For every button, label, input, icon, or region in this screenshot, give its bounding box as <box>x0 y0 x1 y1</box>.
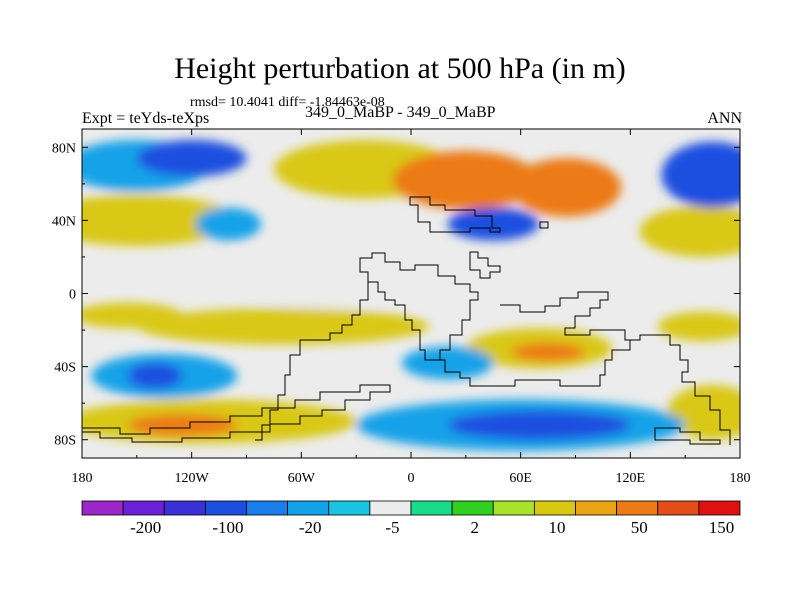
plot-area <box>82 129 740 458</box>
x-tick-label: 0 <box>408 471 415 486</box>
coastline <box>82 196 731 445</box>
field-region <box>127 362 183 389</box>
colorbar-box <box>575 500 618 516</box>
x-axis: 180 120W 60W 0 60E 120E 180 <box>72 129 751 486</box>
colorbar-label: -20 <box>299 518 322 537</box>
x-tick-label: 180 <box>730 471 751 486</box>
colorbar-label: 2 <box>470 518 479 537</box>
stats-text: rmsd= 10.4041 diff= -1.84463e-08 <box>190 95 385 110</box>
field-region <box>666 384 740 440</box>
colorbar-label: 150 <box>709 518 735 537</box>
coastline-asia-east <box>469 221 549 279</box>
field-region <box>82 194 238 246</box>
x-tick-label: 120W <box>175 471 210 486</box>
colorbar-label: 10 <box>548 518 565 537</box>
field-region <box>447 207 539 241</box>
colorbar-label: 50 <box>631 518 648 537</box>
colorbar-box <box>533 500 576 516</box>
colorbar-box <box>616 500 659 516</box>
coastline-eurasia <box>409 196 501 233</box>
colorbar-box <box>287 500 330 516</box>
coastline-new-zealand <box>654 427 721 445</box>
field-region <box>392 262 485 307</box>
colorbar-box <box>698 500 741 516</box>
coastline-indian-ocean <box>430 340 631 387</box>
coastline-americas <box>255 282 369 441</box>
chart-title: Height perturbation at 500 hPa (in m) <box>174 52 626 85</box>
field-region <box>511 158 622 217</box>
field-region <box>195 207 262 241</box>
colorbar-box <box>451 500 494 516</box>
colorbar-box <box>204 500 247 516</box>
y-tick-label: 40S <box>54 361 76 376</box>
colorbar-box <box>246 500 289 516</box>
field-region <box>657 311 740 342</box>
height-field <box>82 139 740 451</box>
coastline-australia <box>500 291 731 445</box>
coastline-antarctica <box>82 384 391 443</box>
field-region <box>392 150 539 210</box>
field-region <box>401 346 494 380</box>
colorbar-box <box>328 500 371 516</box>
colorbar-label: -200 <box>130 518 161 537</box>
x-tick-label: 60W <box>288 471 316 486</box>
colorbar-label: -100 <box>212 518 243 537</box>
season-label: ANN <box>707 110 742 127</box>
colorbar-box <box>369 500 412 516</box>
experiment-label: Expt = teYds-teXps <box>82 110 210 127</box>
field-region <box>136 308 430 345</box>
field-region <box>127 414 238 437</box>
y-tick-label: 80S <box>54 434 76 449</box>
y-axis: 80N 40N 0 40S 80S <box>52 141 740 449</box>
field-region <box>447 410 631 440</box>
case-label: 349_0_MaBP - 349_0_MaBP <box>305 104 496 121</box>
colorbar-box <box>122 500 165 516</box>
x-tick-label: 60E <box>509 471 532 486</box>
colorbar-label: -5 <box>385 518 399 537</box>
field-region <box>511 342 585 362</box>
x-tick-label: 120E <box>616 471 646 486</box>
colorbar-box <box>657 500 700 516</box>
colorbar-box <box>410 500 453 516</box>
field-region <box>639 205 740 257</box>
field-region <box>136 139 247 177</box>
colorbar: -200 -100 -20 -5 2 10 50 150 <box>81 500 741 537</box>
colorbar-box <box>81 500 124 516</box>
y-tick-label: 40N <box>52 214 76 229</box>
y-tick-label: 80N <box>52 141 76 156</box>
field-region <box>661 141 740 208</box>
colorbar-box <box>163 500 206 516</box>
coastline-africa <box>359 252 479 361</box>
y-tick-label: 0 <box>69 288 76 303</box>
x-tick-label: 180 <box>72 471 93 486</box>
colorbar-box <box>492 500 535 516</box>
